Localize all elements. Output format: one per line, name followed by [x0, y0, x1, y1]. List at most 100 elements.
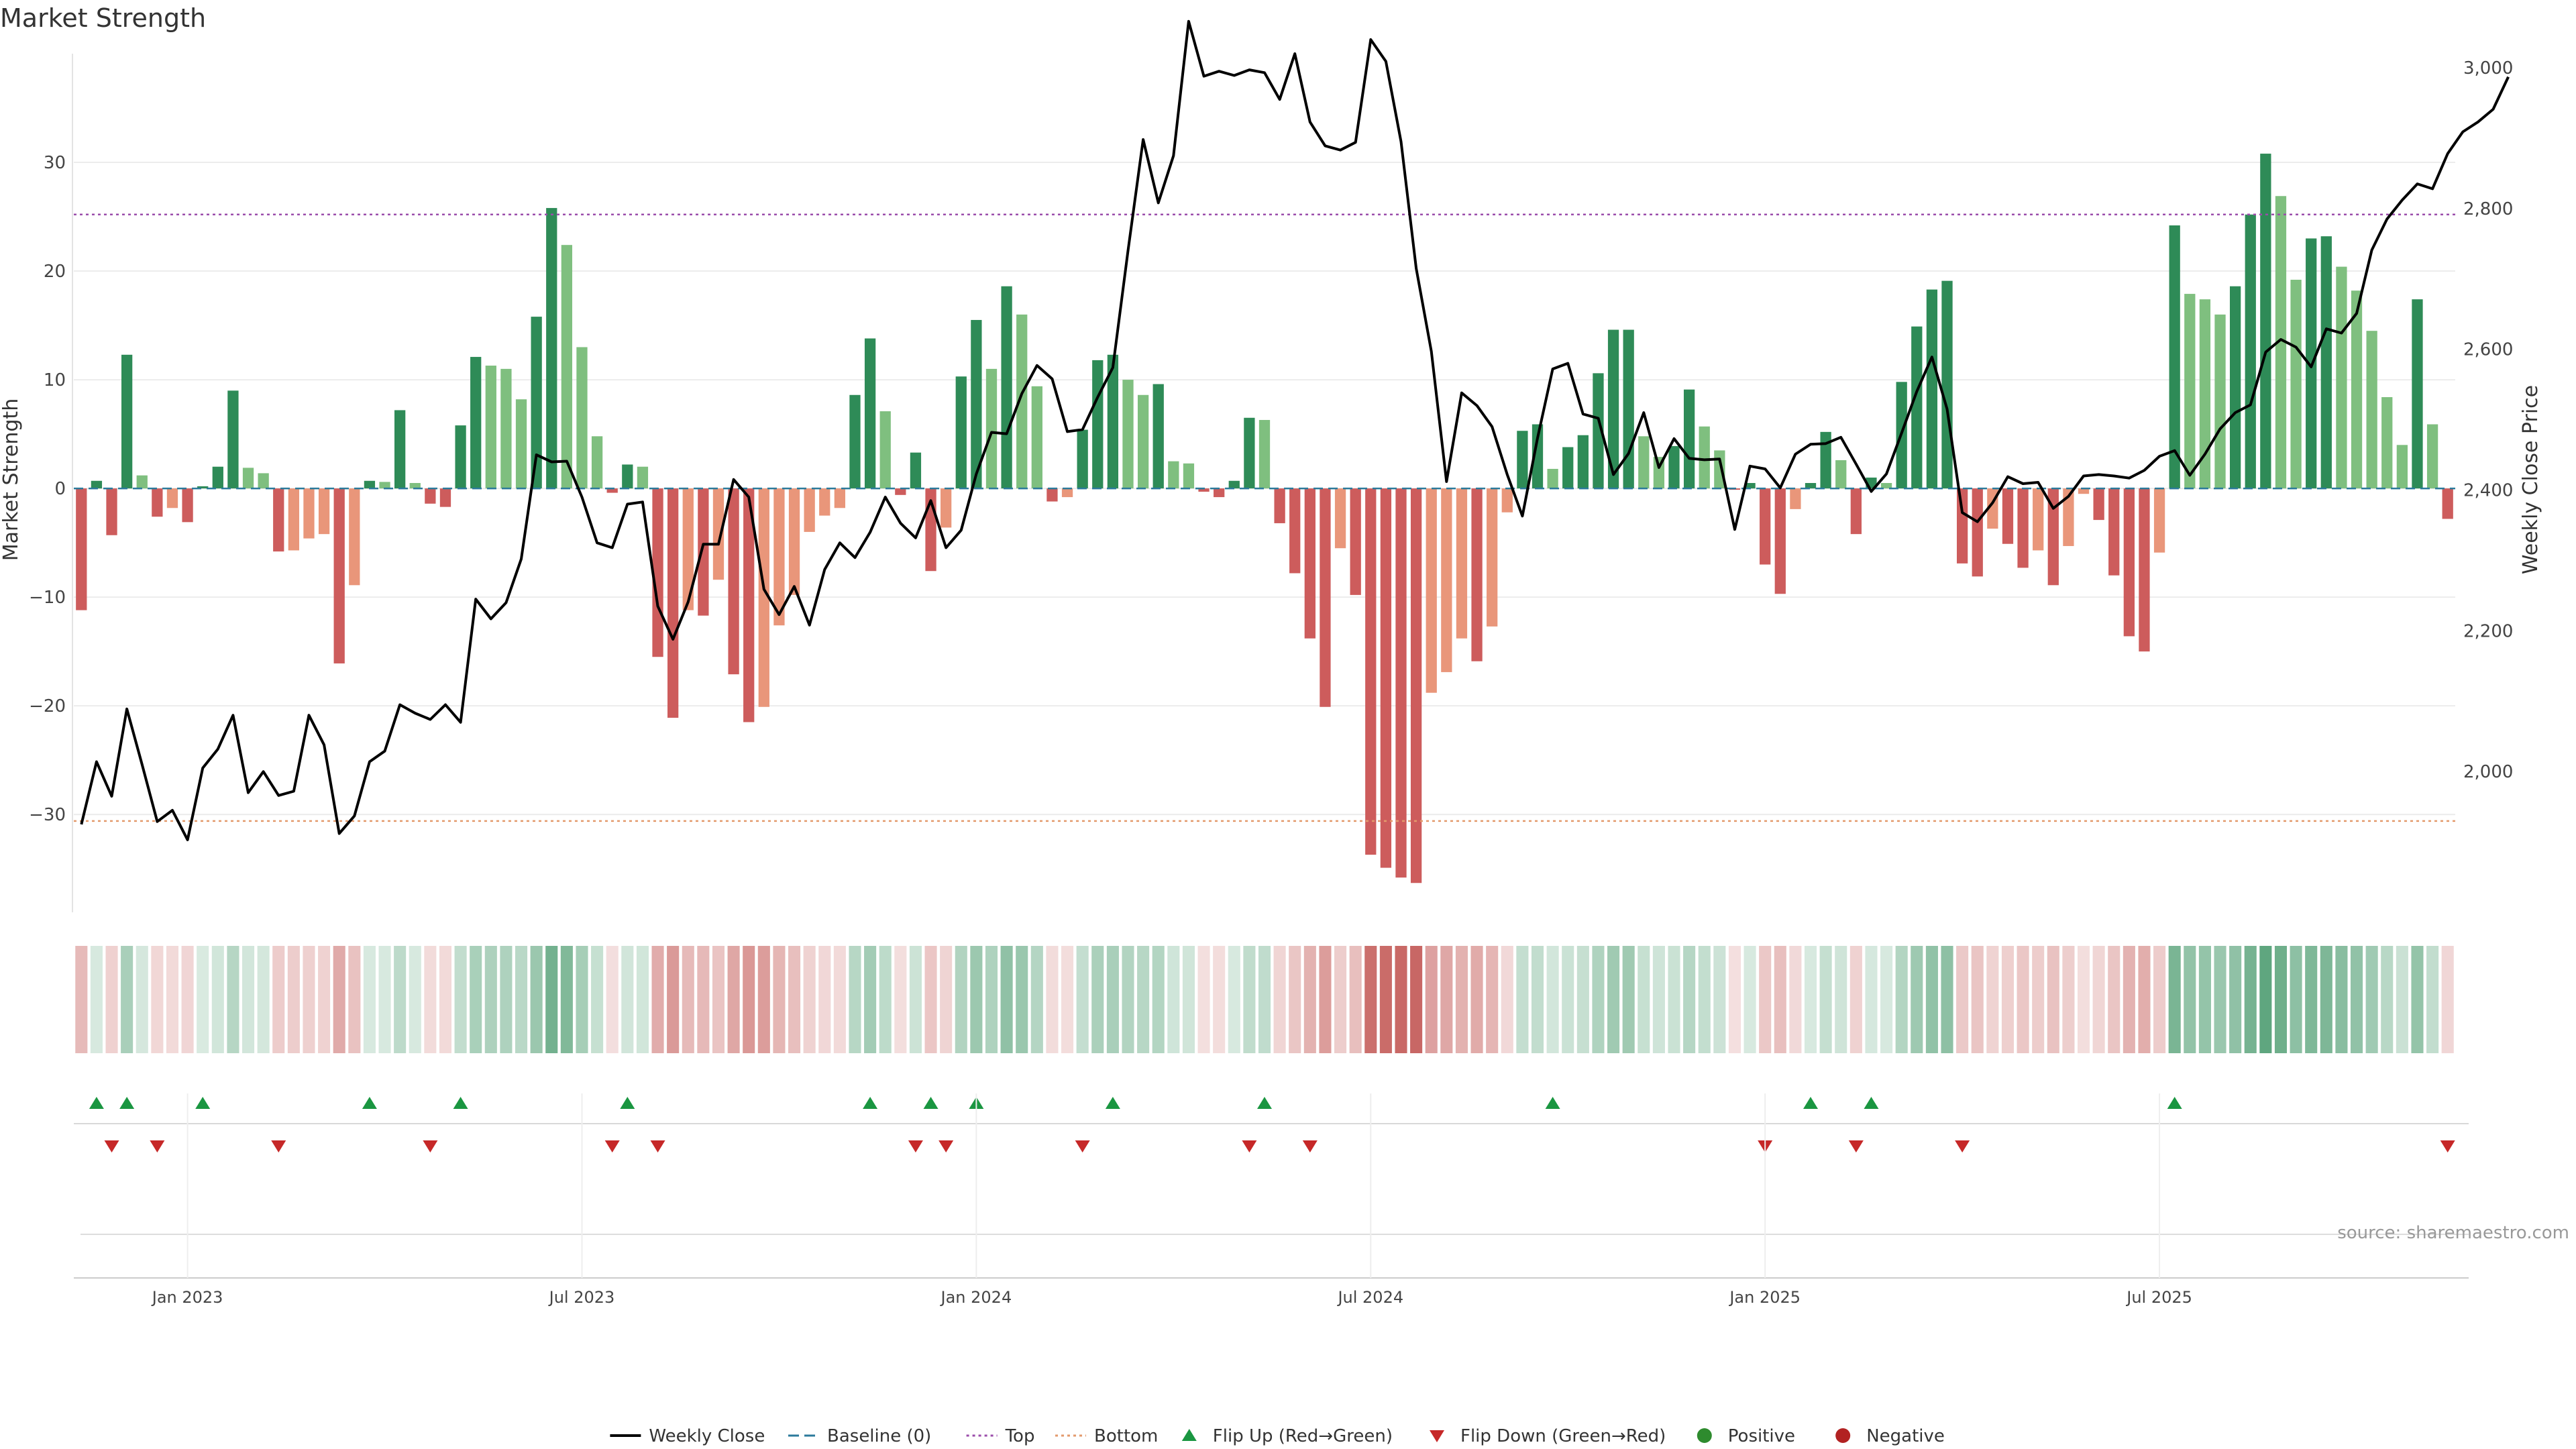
heat-cell [1501, 946, 1513, 1053]
strength-bar [2412, 299, 2422, 488]
legend-key-flip-down [1430, 1430, 1444, 1442]
strength-bar [1441, 488, 1452, 672]
strength-bar [121, 355, 132, 488]
strength-bar [546, 208, 557, 488]
strength-bar [2260, 154, 2271, 488]
strength-bar [1471, 488, 1482, 661]
heat-cell [121, 946, 133, 1053]
heat-cell [364, 946, 376, 1053]
strength-bar [728, 488, 739, 674]
strength-bar [167, 488, 178, 508]
strength-bar [910, 453, 921, 488]
source-note: source: sharemaestro.com [2337, 1223, 2569, 1243]
heat-cell [879, 946, 892, 1053]
flip-down-marker [1242, 1140, 1256, 1152]
heat-cell [1274, 946, 1286, 1053]
flip-up-marker [1864, 1097, 1878, 1109]
legend-label: Flip Up (Red→Green) [1213, 1426, 1393, 1446]
heat-cell [637, 946, 649, 1053]
strength-bar [1941, 281, 1952, 488]
flip-up-marker [1546, 1097, 1560, 1109]
legend-label: Top [1005, 1426, 1035, 1446]
date-tick-label: Jan 2023 [151, 1288, 223, 1307]
strength-bar [804, 488, 815, 532]
heat-cell [1699, 946, 1711, 1053]
heat-cell [1183, 946, 1195, 1053]
strength-bar [1911, 327, 1922, 488]
strength-bar [1699, 427, 1710, 488]
strength-bar [2169, 225, 2180, 488]
strength-bar [1562, 447, 1573, 489]
strength-bar [1835, 460, 1846, 488]
heat-cell [2442, 946, 2454, 1053]
heat-cell [2078, 946, 2090, 1053]
strength-bar [1229, 481, 1240, 488]
heat-cell [439, 946, 451, 1053]
strength-bar [349, 488, 360, 585]
heat-cell [621, 946, 633, 1053]
strength-bar [2124, 488, 2135, 636]
strength-bar [334, 488, 345, 663]
strength-bar [1547, 469, 1558, 488]
strength-bar [2443, 488, 2453, 519]
legend-label: Baseline (0) [827, 1426, 931, 1446]
strength-bar [941, 488, 951, 527]
heat-cell [1789, 946, 1801, 1053]
left-tick-label: −20 [29, 696, 66, 716]
strength-bar [1578, 435, 1589, 488]
heat-cell [1122, 946, 1134, 1053]
strength-bar [1502, 488, 1513, 513]
date-tick-label: Jul 2025 [2125, 1288, 2192, 1307]
flip-down-marker [423, 1140, 437, 1152]
heat-cell [1547, 946, 1559, 1053]
flip-markers [74, 1097, 2469, 1234]
flip-down-marker [605, 1140, 620, 1152]
strength-bar [152, 488, 162, 517]
strength-bar [440, 488, 451, 507]
flip-up-marker [924, 1097, 938, 1109]
heat-strip [75, 946, 2453, 1053]
strength-bar [2290, 280, 2301, 488]
heat-cell [2259, 946, 2271, 1053]
heat-cell [1350, 946, 1362, 1053]
date-axis: Jan 2023 Jul 2023 Jan 2024 Jul 2024 Jan 2025… [74, 1093, 2469, 1307]
strength-bar [1046, 488, 1057, 501]
legend-label: Negative [1866, 1426, 1945, 1446]
heat-cell [910, 946, 922, 1053]
strength-bar [592, 436, 602, 488]
heat-cell [1805, 946, 1817, 1053]
heat-cell [2351, 946, 2363, 1053]
heat-cell [1198, 946, 1210, 1053]
strength-bar [835, 488, 845, 508]
strength-bar [1395, 488, 1406, 877]
heat-cell [1167, 946, 1179, 1053]
right-tick-label: 2,800 [2463, 199, 2513, 219]
legend-label: Positive [1728, 1426, 1795, 1446]
legend-key-flip-up [1182, 1429, 1197, 1441]
heat-cell [1668, 946, 1680, 1053]
heat-cell [743, 946, 755, 1053]
heat-cell [1911, 946, 1923, 1053]
heat-cell [1972, 946, 1984, 1053]
heat-cell [2002, 946, 2014, 1053]
right-tick-label: 2,000 [2463, 762, 2513, 782]
heat-cell [75, 946, 87, 1053]
heat-cell [2381, 946, 2393, 1053]
heat-cell [1865, 946, 1877, 1053]
heat-cell [1471, 946, 1483, 1053]
weekly-close-series [81, 21, 2508, 840]
strength-bar [76, 488, 87, 610]
heat-cell [2032, 946, 2044, 1053]
strength-bar [2230, 286, 2241, 488]
heat-cell [1562, 946, 1574, 1053]
strength-bar [273, 488, 284, 551]
strength-bar [2427, 425, 2438, 489]
strength-bar [243, 468, 254, 488]
strength-bar [667, 488, 678, 718]
chart-title: Market Strength [0, 3, 206, 33]
heat-cell [894, 946, 906, 1053]
heat-cell [1107, 946, 1119, 1053]
heat-cell [864, 946, 876, 1053]
strength-bar [865, 339, 875, 489]
heat-cell [1046, 946, 1058, 1053]
